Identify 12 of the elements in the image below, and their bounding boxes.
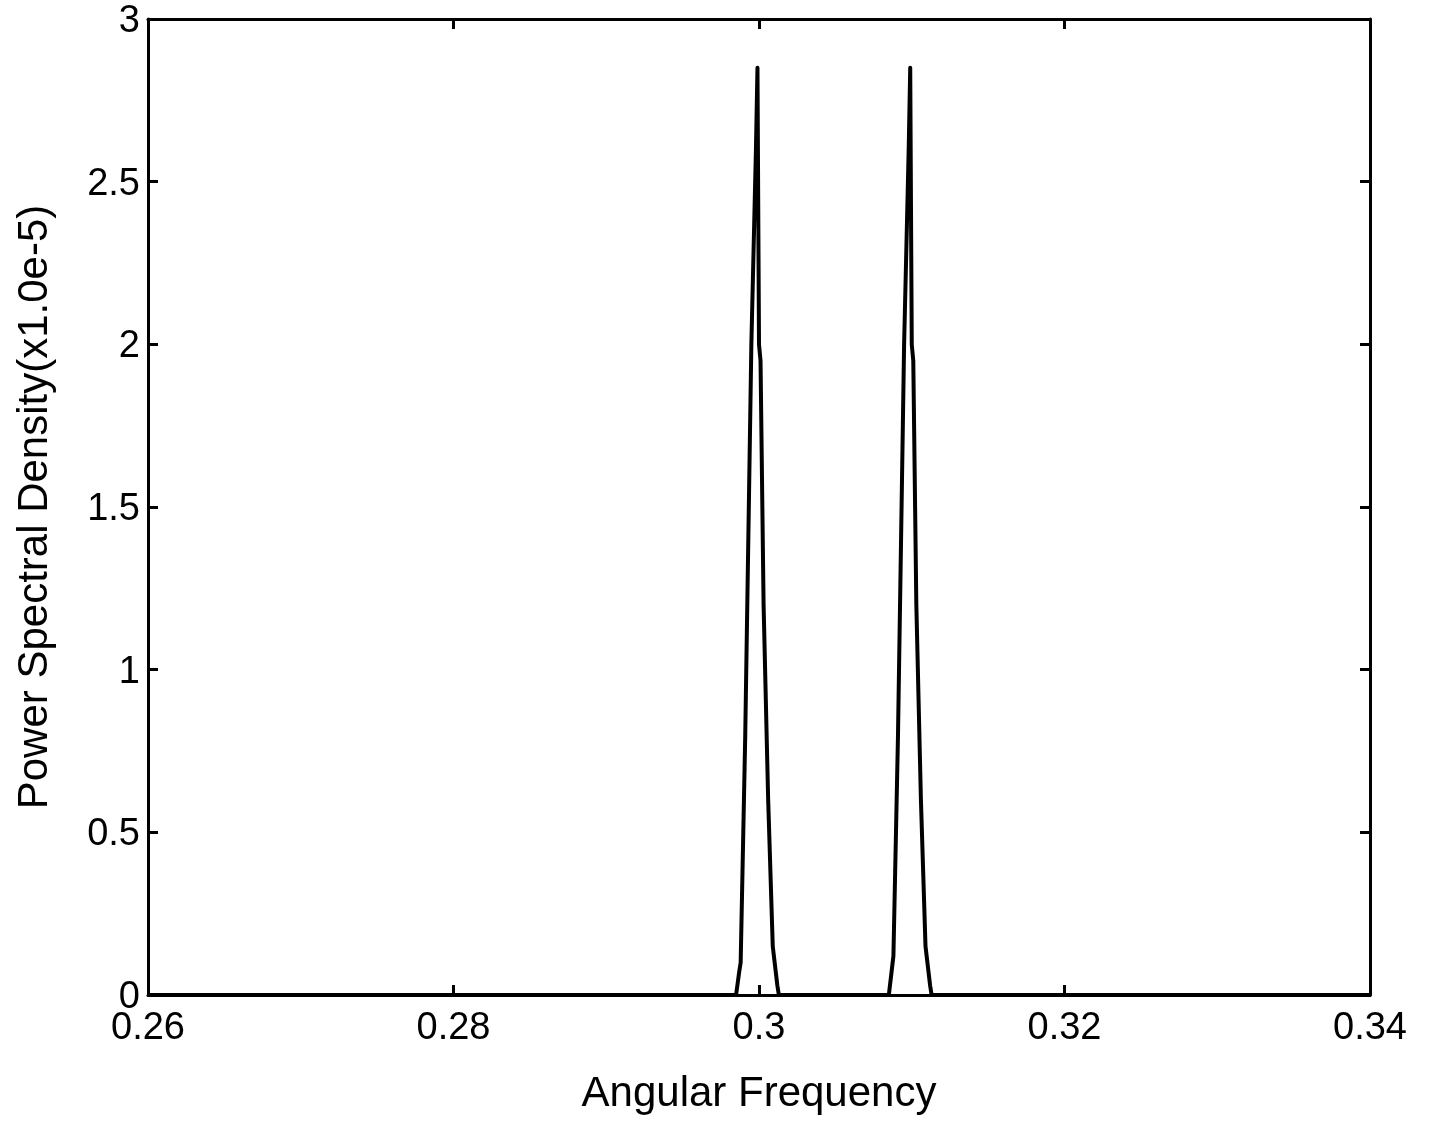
y-tick-label: 3 bbox=[118, 0, 140, 40]
y-tick-label: 1 bbox=[118, 648, 140, 691]
x-tick-label: 0.28 bbox=[416, 1005, 491, 1047]
x-tick-label: 0.3 bbox=[732, 1005, 786, 1047]
x-axis-title: Angular Frequency bbox=[581, 1067, 937, 1115]
y-tick-label: 2.5 bbox=[87, 160, 140, 203]
y-axis-title: Power Spectral Density(x1.0e-5) bbox=[8, 204, 56, 810]
y-tick-label: 0.5 bbox=[87, 811, 140, 854]
y-tick-label: 1.5 bbox=[87, 486, 140, 528]
x-tick-label: 0.34 bbox=[1333, 1005, 1407, 1047]
y-tick-label: 2 bbox=[118, 323, 140, 366]
x-tick-label: 0.32 bbox=[1027, 1005, 1102, 1047]
